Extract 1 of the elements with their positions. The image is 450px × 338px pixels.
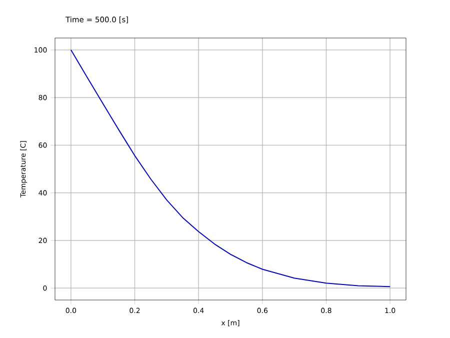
line-series	[70, 49, 391, 288]
